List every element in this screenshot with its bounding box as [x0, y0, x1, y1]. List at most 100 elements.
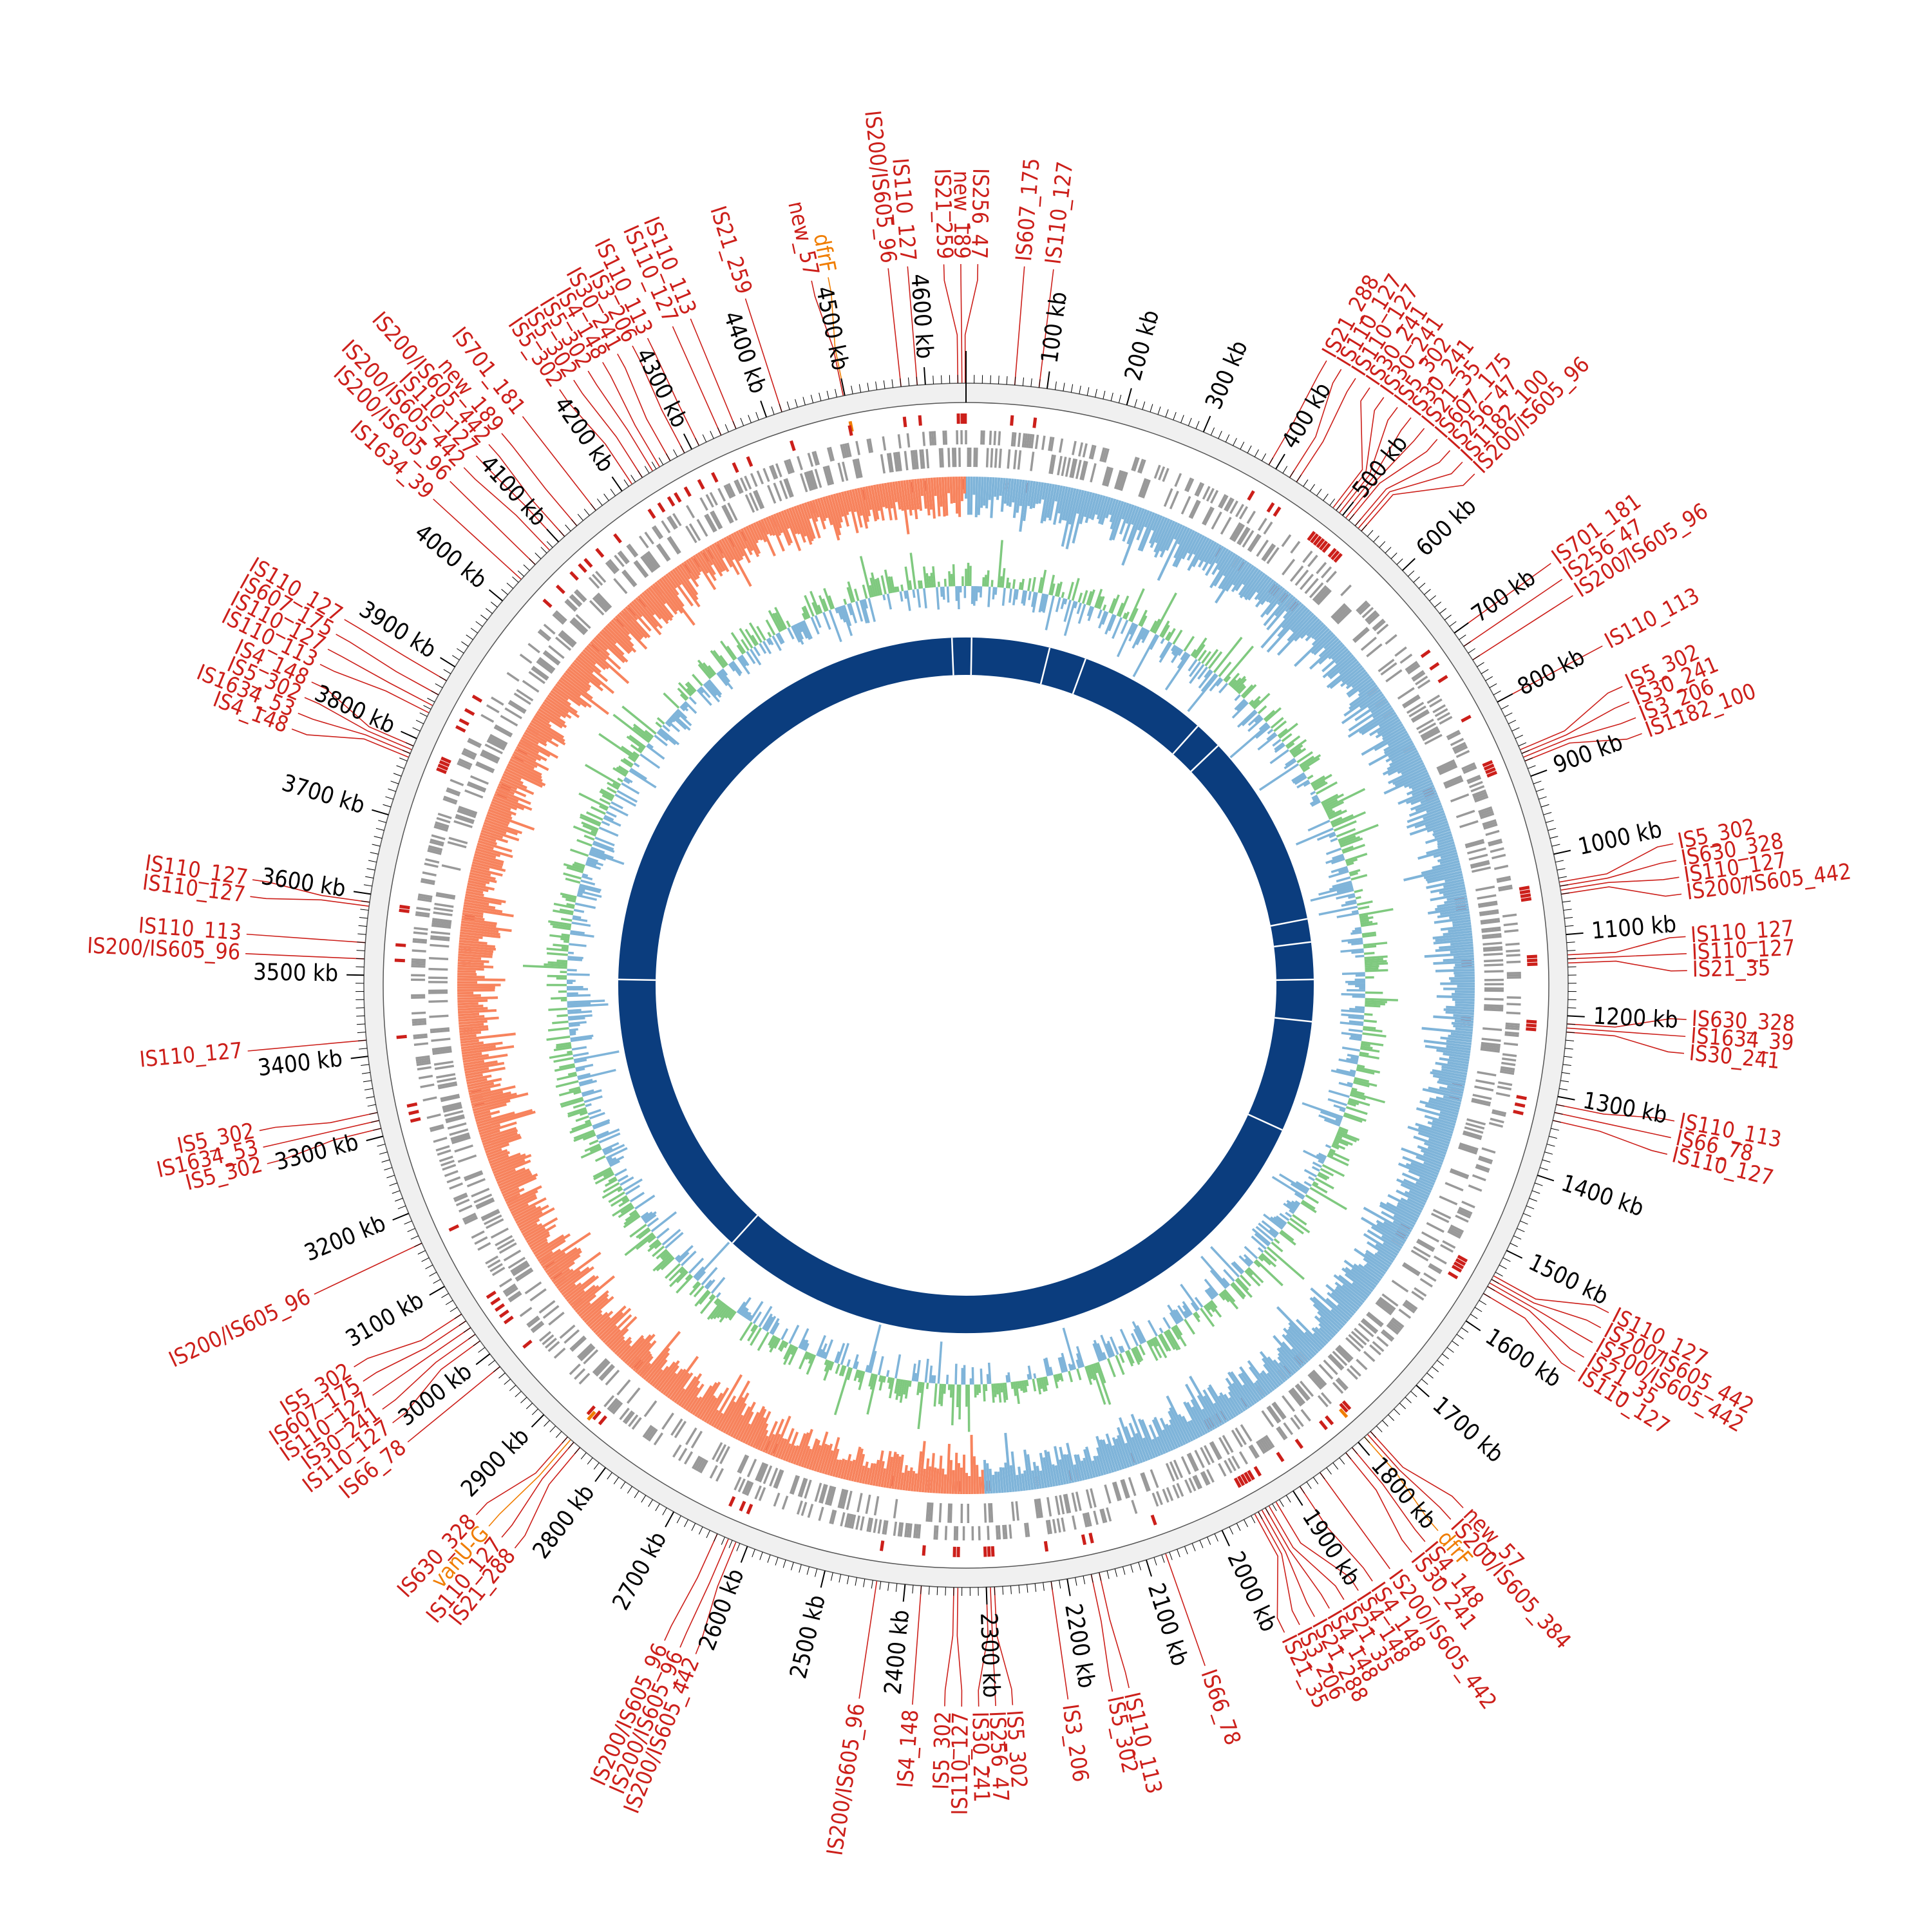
gc-skew-bar	[458, 948, 494, 953]
cds-mark	[1498, 1081, 1513, 1086]
is-mark	[880, 1540, 885, 1551]
cds-mark	[1078, 442, 1084, 457]
gc-content-bar	[697, 663, 712, 679]
gc-content-bar	[917, 580, 921, 589]
gc-content-bar	[752, 1311, 762, 1324]
cds-mark	[418, 893, 433, 898]
gc-content-bar	[1244, 1245, 1258, 1260]
gc-skew-bar	[848, 1459, 856, 1481]
cds-mark	[500, 715, 518, 727]
gc-skew-bar	[524, 1227, 546, 1241]
gc-skew-bar	[470, 1091, 511, 1104]
minor-tick	[1456, 1334, 1464, 1340]
minor-tick	[623, 479, 629, 487]
gc-skew-bar	[1311, 628, 1331, 646]
cds-mark	[1082, 1513, 1088, 1528]
gc-skew-bar	[1388, 742, 1415, 759]
cds-mark	[1065, 1493, 1072, 1513]
gc-content-bar	[1320, 793, 1339, 804]
cds-mark	[473, 1193, 493, 1204]
gc-content-bar	[629, 1224, 647, 1238]
is-mark-inner	[500, 782, 512, 790]
minor-tick	[1303, 479, 1309, 487]
gc-skew-bar	[1450, 949, 1474, 954]
gc-skew-bar	[1432, 1069, 1467, 1078]
cds-mark	[1376, 1336, 1389, 1347]
is-mark	[396, 1034, 407, 1039]
gc-skew-bar	[571, 661, 601, 687]
feature-leader-line	[1339, 407, 1398, 513]
gc-skew-bar	[1443, 889, 1466, 896]
feature-leader-line	[250, 896, 370, 907]
cds-mark	[1256, 1441, 1265, 1454]
cds-mark	[811, 451, 818, 466]
cds-mark	[773, 1492, 781, 1507]
gc-skew-bar	[720, 1380, 751, 1432]
gc-skew-bar	[1358, 1264, 1381, 1282]
gc-content-bar	[1302, 1102, 1343, 1119]
gc-skew-bar	[825, 495, 840, 541]
gc-skew-bar	[632, 1350, 651, 1372]
minor-tick	[1075, 1577, 1077, 1586]
gc-skew-bar	[1403, 1179, 1432, 1193]
gc-skew-bar	[1443, 957, 1475, 962]
gc-content-bar	[550, 922, 571, 929]
gc-skew-bar	[1042, 1457, 1050, 1488]
minor-tick	[1474, 1307, 1482, 1312]
gc-content-bar	[1164, 631, 1171, 641]
minor-tick	[1210, 427, 1215, 436]
cds-mark	[1502, 1053, 1517, 1057]
minor-tick	[1459, 634, 1466, 640]
cds-mark	[1058, 438, 1064, 453]
cds-mark	[813, 451, 820, 466]
is-mark	[1516, 1095, 1527, 1101]
cds-mark	[842, 443, 848, 459]
gc-skew-bar	[1433, 938, 1473, 945]
gc-content-bar	[767, 632, 772, 638]
is-mark	[459, 718, 469, 726]
cds-mark	[744, 494, 755, 513]
cds-mark	[1093, 1510, 1099, 1525]
gc-content-bar	[592, 840, 614, 851]
minor-tick	[450, 1307, 458, 1312]
gc-skew-bar	[510, 1203, 529, 1215]
gc-skew-bar	[1319, 1316, 1338, 1334]
cds-mark	[1004, 1524, 1008, 1539]
minor-tick	[1063, 383, 1065, 392]
gc-content-bar	[1004, 1382, 1009, 1400]
gc-content-bar	[743, 1311, 750, 1318]
gc-skew-bar	[599, 630, 625, 656]
gc-skew-bar	[501, 1176, 537, 1195]
gc-skew-bar	[1106, 1443, 1117, 1472]
cds-mark	[510, 1260, 528, 1273]
gc-content-bar	[659, 728, 680, 746]
gc-skew-bar	[585, 1309, 603, 1325]
gc-skew-bar	[1451, 1021, 1473, 1027]
gc-skew-bar	[1427, 1121, 1454, 1132]
gc-skew-bar	[1124, 1443, 1135, 1466]
gc-content-bar	[900, 584, 904, 592]
gc-content-bar	[800, 621, 811, 640]
cds-mark	[1376, 623, 1389, 635]
gc-skew-bar	[728, 534, 744, 560]
cds-mark	[712, 1442, 723, 1461]
is-mark	[1081, 1534, 1087, 1546]
gc-skew-bar	[497, 786, 515, 795]
is-element-label: IS256_47	[966, 168, 993, 260]
gc-content-bar	[1132, 627, 1144, 649]
cds-mark	[1457, 1210, 1471, 1219]
gc-content-bar	[1303, 1180, 1312, 1187]
is-mark-inner	[1240, 1397, 1248, 1408]
cds-mark	[1499, 1070, 1515, 1075]
minor-tick	[802, 397, 806, 406]
cds-mark	[564, 1329, 580, 1344]
gc-content-bar	[1133, 1329, 1143, 1345]
gc-content-bar	[570, 1034, 594, 1040]
gc-skew-bar	[480, 1129, 500, 1138]
gc-content-bar	[998, 1383, 1002, 1403]
cds-mark	[1479, 808, 1493, 815]
gc-skew-bar	[1450, 1032, 1473, 1037]
gc-skew-bar	[703, 1392, 723, 1423]
gc-skew-bar	[1425, 833, 1453, 844]
